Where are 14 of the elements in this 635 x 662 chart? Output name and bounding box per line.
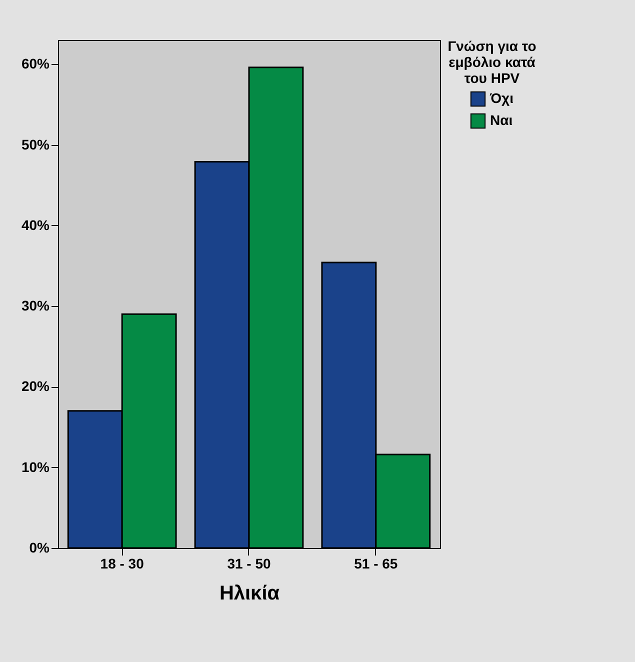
y-tick-label: 0% [29,540,50,556]
x-tick-label: 51 - 65 [354,556,398,572]
legend-label: Ναι [490,112,513,128]
y-tick-label: 50% [21,136,50,152]
y-tick-label: 30% [21,298,50,314]
y-tick-label: 60% [21,56,50,72]
y-tick-label: 10% [21,458,50,475]
legend-title: Γνώση για το εμβόλιο κατά του HPV [448,38,536,86]
x-tick-label: 31 - 50 [227,556,272,572]
y-tick-label: 40% [21,216,50,233]
x-axis-title: Ηλικία [219,582,280,604]
x-tick-label: 18 - 30 [100,556,144,572]
legend-label: Όχι [489,90,514,106]
y-tick-label: 20% [21,378,50,394]
